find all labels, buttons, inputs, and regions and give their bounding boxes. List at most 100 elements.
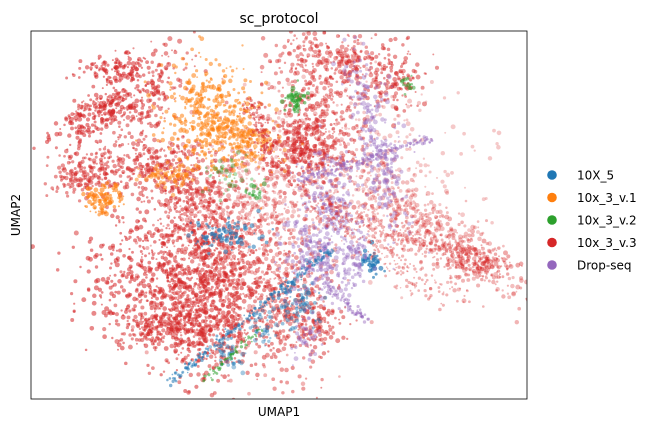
point-3 <box>297 214 300 217</box>
point-3 <box>308 47 313 52</box>
point-3 <box>390 69 393 72</box>
point-3 <box>275 277 277 279</box>
point-3 <box>284 113 289 118</box>
point-3 <box>160 304 164 308</box>
point-3 <box>126 115 131 120</box>
point-3 <box>394 71 399 76</box>
point-3 <box>298 374 302 378</box>
point-3 <box>95 278 100 283</box>
point-3 <box>382 47 386 51</box>
point-3 <box>371 37 373 39</box>
point-3 <box>121 216 124 219</box>
point-3 <box>359 175 364 180</box>
point-3 <box>263 373 267 377</box>
point-3 <box>388 87 390 89</box>
point-3 <box>345 132 348 135</box>
point-3 <box>331 67 334 70</box>
point-3 <box>127 255 132 260</box>
point-3 <box>131 141 136 146</box>
point-3 <box>168 56 170 58</box>
point-3 <box>370 175 372 177</box>
point-3 <box>438 224 441 227</box>
point-3 <box>87 113 91 117</box>
point-3 <box>83 71 86 74</box>
point-3 <box>227 374 230 377</box>
point-3 <box>135 241 138 244</box>
point-3 <box>130 135 134 139</box>
point-3 <box>307 154 312 159</box>
point-3 <box>127 61 132 66</box>
point-3 <box>73 279 77 283</box>
point-3 <box>222 328 225 331</box>
point-3 <box>449 275 451 277</box>
point-3 <box>69 186 72 189</box>
point-3 <box>313 37 317 41</box>
point-3 <box>122 99 125 102</box>
point-3 <box>135 274 139 278</box>
point-3 <box>496 145 501 150</box>
point-3 <box>147 261 151 265</box>
point-3 <box>57 251 60 254</box>
point-3 <box>310 75 315 80</box>
point-3 <box>147 230 152 235</box>
point-3 <box>556 280 558 282</box>
point-3 <box>406 105 410 109</box>
point-3 <box>308 82 312 86</box>
point-3 <box>168 190 171 193</box>
point-3 <box>164 154 167 157</box>
point-3 <box>164 198 169 203</box>
point-3 <box>352 205 357 210</box>
point-3 <box>273 207 276 210</box>
point-3 <box>309 366 312 369</box>
point-3 <box>388 133 393 138</box>
point-3 <box>242 293 244 295</box>
point-3 <box>406 121 411 126</box>
point-3 <box>201 214 204 217</box>
point-3 <box>445 222 449 226</box>
point-3 <box>269 319 273 323</box>
point-3 <box>327 164 329 166</box>
point-3 <box>139 132 143 136</box>
point-3 <box>236 299 239 302</box>
point-3 <box>315 44 320 49</box>
point-3 <box>237 186 241 190</box>
point-3 <box>505 265 509 269</box>
point-3 <box>315 284 319 288</box>
point-3 <box>292 149 296 153</box>
point-3 <box>230 293 234 297</box>
point-3 <box>86 256 91 261</box>
point-3 <box>136 207 139 210</box>
point-3 <box>196 278 198 280</box>
point-3 <box>95 156 98 159</box>
point-3 <box>175 210 178 213</box>
point-3 <box>263 53 268 58</box>
point-3 <box>120 128 123 131</box>
point-3 <box>123 185 127 189</box>
point-3 <box>90 69 92 71</box>
point-3 <box>141 106 145 110</box>
point-3 <box>150 245 152 247</box>
point-3 <box>287 41 289 43</box>
point-3 <box>245 231 249 235</box>
point-3 <box>236 216 240 220</box>
point-3 <box>59 128 61 130</box>
point-3 <box>203 274 208 279</box>
point-3 <box>126 154 130 158</box>
point-3 <box>176 267 178 269</box>
point-3 <box>191 288 195 292</box>
point-3 <box>439 229 441 231</box>
point-3 <box>138 181 142 185</box>
point-3 <box>424 255 427 258</box>
point-3 <box>415 203 420 208</box>
point-3 <box>104 280 109 285</box>
point-3 <box>107 156 110 159</box>
point-3 <box>91 85 95 89</box>
point-3 <box>197 285 202 290</box>
point-3 <box>383 77 386 80</box>
point-3 <box>240 286 244 290</box>
point-3 <box>122 88 124 90</box>
point-3 <box>290 160 294 164</box>
point-3 <box>443 266 445 268</box>
point-3 <box>326 109 329 112</box>
point-3 <box>77 185 79 187</box>
